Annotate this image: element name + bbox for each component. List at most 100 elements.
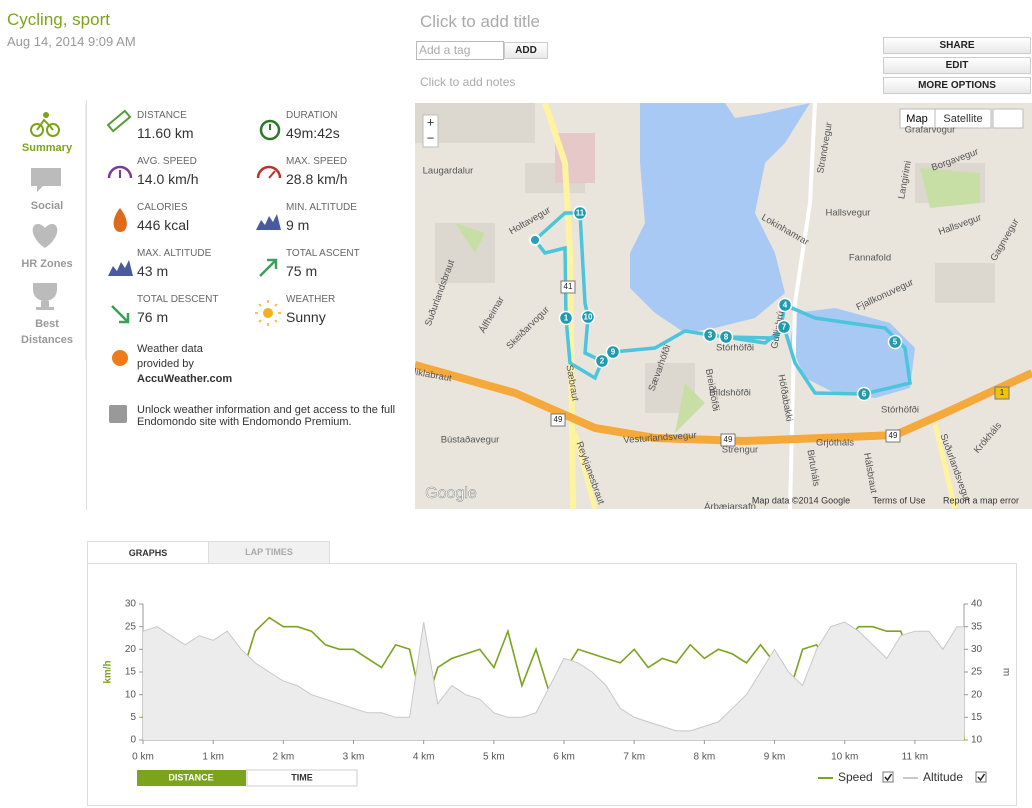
road-shield bbox=[550, 413, 566, 427]
tab-social[interactable]: Social bbox=[30, 200, 64, 212]
street-label: Hallsvegur bbox=[826, 208, 871, 219]
stat-value: 446 kcal bbox=[137, 217, 190, 233]
legend-label: Speed bbox=[838, 770, 873, 784]
stat-label: MAX. ALTITUDE bbox=[137, 248, 212, 259]
lap-marker-label[interactable]: 9 bbox=[611, 348, 616, 357]
x-tick-label: 2 km bbox=[273, 752, 295, 763]
y-tick-label: 0 bbox=[130, 735, 136, 746]
map-type-satellite[interactable]: Satellite bbox=[943, 113, 982, 125]
graphs-tab[interactable]: GRAPHS bbox=[87, 541, 209, 564]
share-button[interactable]: SHARE bbox=[883, 37, 1031, 54]
lap-marker-label[interactable]: 2 bbox=[600, 357, 605, 366]
x-tick-label: 10 km bbox=[831, 752, 858, 763]
y2-tick-label: 35 bbox=[971, 621, 983, 632]
legend-label: Altitude bbox=[923, 770, 963, 784]
y-tick-label: 25 bbox=[125, 621, 137, 632]
stat-value: 11.60 km bbox=[137, 125, 194, 141]
tab-summary[interactable]: Summary bbox=[21, 142, 73, 154]
lap-marker[interactable] bbox=[776, 319, 792, 335]
x-tick-label: 6 km bbox=[553, 752, 575, 763]
premium-note: Unlock weather information and get acces… bbox=[137, 404, 396, 428]
edit-button[interactable]: EDIT bbox=[883, 57, 1031, 74]
legend-checkbox[interactable] bbox=[882, 771, 894, 783]
legend-checkbox[interactable] bbox=[975, 771, 987, 783]
y2-tick-label: 25 bbox=[971, 667, 983, 678]
lap-marker[interactable] bbox=[605, 344, 621, 360]
lap-marker-label[interactable]: 8 bbox=[724, 333, 729, 342]
x-tick-label: 7 km bbox=[623, 752, 645, 763]
lap-marker-label[interactable]: 11 bbox=[576, 209, 585, 218]
lap-marker-label[interactable]: 1 bbox=[564, 314, 569, 323]
y2-axis-title: m bbox=[1000, 668, 1011, 676]
y-tick-label: 15 bbox=[125, 667, 137, 678]
road-shield bbox=[885, 429, 901, 443]
x-tick-label: 11 km bbox=[902, 752, 929, 763]
legend-check[interactable] bbox=[884, 773, 893, 782]
divider bbox=[86, 100, 87, 510]
y2-tick-label: 20 bbox=[971, 689, 983, 700]
map-report[interactable]: Report a map error bbox=[943, 495, 1019, 505]
more-options-button[interactable]: MORE OPTIONS bbox=[883, 77, 1031, 94]
lap-marker[interactable] bbox=[594, 353, 610, 369]
stat-label: TOTAL ASCENT bbox=[286, 248, 360, 259]
lap-marker[interactable] bbox=[718, 329, 734, 345]
tag-input[interactable]: Add a tag bbox=[416, 41, 504, 60]
lap-marker-label[interactable]: 7 bbox=[782, 323, 787, 332]
tab-best-distances[interactable]: Best Distances bbox=[21, 318, 73, 346]
road-shield bbox=[994, 386, 1010, 400]
lap-marker[interactable] bbox=[572, 205, 588, 221]
lap-marker-label[interactable]: 3 bbox=[708, 331, 713, 340]
lap-marker-label[interactable]: 6 bbox=[862, 390, 867, 399]
add-notes[interactable]: Click to add notes bbox=[420, 75, 516, 89]
street-label: Stórhöfði bbox=[716, 343, 754, 354]
map-type-map[interactable]: Map bbox=[906, 113, 927, 125]
lap-times-tab[interactable]: LAP TIMES bbox=[208, 541, 330, 564]
stat-value: 14.0 km/h bbox=[137, 171, 199, 187]
x-tick-label: 8 km bbox=[694, 752, 716, 763]
lap-marker[interactable] bbox=[777, 297, 793, 313]
add-title[interactable]: Click to add title bbox=[420, 12, 540, 31]
road-shield bbox=[720, 433, 736, 447]
lap-marker-label[interactable]: 10 bbox=[584, 313, 593, 322]
road-shield-label: 41 bbox=[564, 282, 573, 291]
street-label: Árbæjarsafn bbox=[704, 502, 756, 509]
zoom-out[interactable]: − bbox=[427, 130, 435, 145]
stat-icons bbox=[106, 109, 282, 423]
x-tick-label: 0 km bbox=[132, 752, 154, 763]
stat-value: 28.8 km/h bbox=[286, 171, 348, 187]
stat-label: TOTAL DESCENT bbox=[137, 294, 219, 305]
y2-tick-label: 40 bbox=[971, 599, 983, 610]
stat-label: MAX. SPEED bbox=[286, 156, 348, 167]
time-toggle[interactable] bbox=[246, 769, 358, 787]
stat-value: Sunny bbox=[286, 309, 326, 325]
distance-toggle[interactable] bbox=[137, 770, 246, 786]
weather-brand[interactable]: AccuWeather.com bbox=[137, 373, 233, 385]
zoom-in[interactable]: + bbox=[427, 114, 435, 129]
road-shield bbox=[560, 280, 576, 294]
add-button[interactable]: ADD bbox=[504, 42, 548, 59]
stat-value: 9 m bbox=[286, 217, 310, 233]
lap-marker[interactable] bbox=[558, 310, 574, 326]
altitude-area bbox=[143, 622, 964, 740]
road-shield-label: 49 bbox=[724, 435, 733, 444]
lap-marker-label[interactable]: 4 bbox=[783, 301, 788, 310]
map-attribution: Map data ©2014 Google bbox=[752, 495, 850, 505]
street-label: Laugardalur bbox=[423, 166, 474, 177]
legend-check[interactable] bbox=[977, 773, 986, 782]
road-shield-label: 49 bbox=[554, 415, 563, 424]
tab-hr-zones[interactable]: HR Zones bbox=[21, 258, 73, 270]
map-terms[interactable]: Terms of Use bbox=[872, 495, 925, 505]
workout-date: Aug 14, 2014 9:09 AM bbox=[7, 34, 136, 49]
lap-marker[interactable] bbox=[856, 386, 872, 402]
y2-tick-label: 10 bbox=[971, 735, 983, 746]
lap-marker[interactable] bbox=[580, 309, 596, 325]
time-toggle-label[interactable]: TIME bbox=[291, 772, 313, 782]
lap-marker-label[interactable]: 5 bbox=[893, 338, 898, 347]
series-line bbox=[142, 621, 964, 732]
distance-toggle-label[interactable]: DISTANCE bbox=[168, 772, 213, 782]
y-tick-label: 10 bbox=[125, 689, 137, 700]
lap-marker[interactable] bbox=[702, 327, 718, 343]
lap-marker[interactable] bbox=[887, 334, 903, 350]
